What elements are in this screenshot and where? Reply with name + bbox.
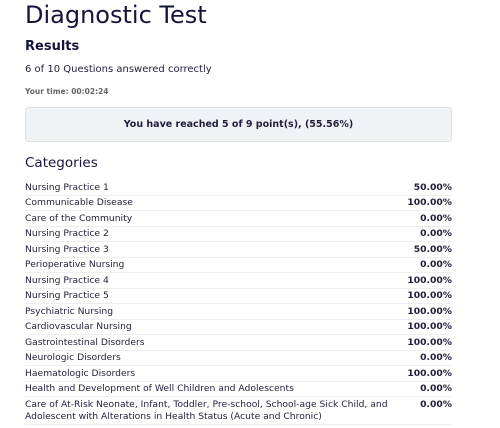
category-name: Nursing Practice 3 <box>25 243 109 255</box>
category-row: Communicable Disease 100.00% <box>25 196 452 211</box>
category-row: Nursing Practice 2 0.00% <box>25 227 452 242</box>
category-row: Cardiovascular Nursing 100.00% <box>25 320 452 335</box>
category-row: Nursing Practice 4 100.00% <box>25 273 452 289</box>
category-name: Neurologic Disorders <box>25 352 121 363</box>
category-score: 50.00% <box>413 243 452 255</box>
category-row: Psychiatric Nursing 100.00% <box>25 304 452 320</box>
category-name: Nursing Practice 2 <box>25 228 109 239</box>
category-row: Gastrointestinal Disorders 100.00% <box>25 335 452 351</box>
category-score: 0.00% <box>420 228 452 239</box>
results-heading: Results <box>25 39 80 54</box>
category-score: 0.00% <box>420 212 452 224</box>
category-score: 100.00% <box>407 274 452 286</box>
category-score: 100.00% <box>407 321 452 332</box>
category-name: Health and Development of Well Children … <box>25 383 294 394</box>
category-score: 100.00% <box>407 305 452 317</box>
category-name: Psychiatric Nursing <box>25 305 114 317</box>
category-row: Neurologic Disorders 0.00% <box>25 351 452 366</box>
results-summary: 6 of 10 Questions answered correctly <box>25 64 212 75</box>
category-score: 100.00% <box>407 197 452 208</box>
category-row: Nursing Practice 1 50.00% <box>25 180 452 196</box>
category-row: Health and Development of Well Children … <box>25 382 452 397</box>
category-score: 0.00% <box>420 398 452 410</box>
category-score: 100.00% <box>407 367 452 379</box>
category-row: Nursing Practice 3 50.00% <box>25 242 452 258</box>
points-box: You have reached 5 of 9 point(s), (55.56… <box>25 107 452 142</box>
category-score: 0.00% <box>420 352 452 363</box>
category-score: 0.00% <box>420 383 452 394</box>
category-name: Gastrointestinal Disorders <box>25 336 145 348</box>
results-time: Your time: 00:02:24 <box>25 87 109 96</box>
category-name: Communicable Disease <box>25 197 133 208</box>
category-score: 100.00% <box>407 290 452 301</box>
category-row: Perioperative Nursing 0.00% <box>25 258 452 273</box>
category-name: Nursing Practice 4 <box>25 274 109 286</box>
categories-heading: Categories <box>25 155 98 171</box>
category-name: Nursing Practice 1 <box>25 181 109 193</box>
category-row: Care of the Community 0.00% <box>25 211 452 227</box>
category-score: 100.00% <box>407 336 452 348</box>
category-name: Nursing Practice 5 <box>25 290 109 301</box>
category-row: Care of At-Risk Neonate, Infant, Toddler… <box>25 397 452 425</box>
page-title: Diagnostic Test <box>25 1 207 29</box>
category-name: Perioperative Nursing <box>25 259 125 270</box>
category-list: Nursing Practice 1 50.00% Communicable Dis… <box>25 180 452 425</box>
category-name: Haematologic Disorders <box>25 367 136 379</box>
category-score: 0.00% <box>420 259 452 270</box>
category-name: Care of the Community <box>25 212 133 224</box>
category-name: Care of At-Risk Neonate, Infant, Toddler… <box>25 398 388 422</box>
category-row: Nursing Practice 5 100.00% <box>25 289 452 304</box>
category-row: Haematologic Disorders 100.00% <box>25 366 452 382</box>
category-score: 50.00% <box>413 181 452 193</box>
category-name: Cardiovascular Nursing <box>25 321 132 332</box>
